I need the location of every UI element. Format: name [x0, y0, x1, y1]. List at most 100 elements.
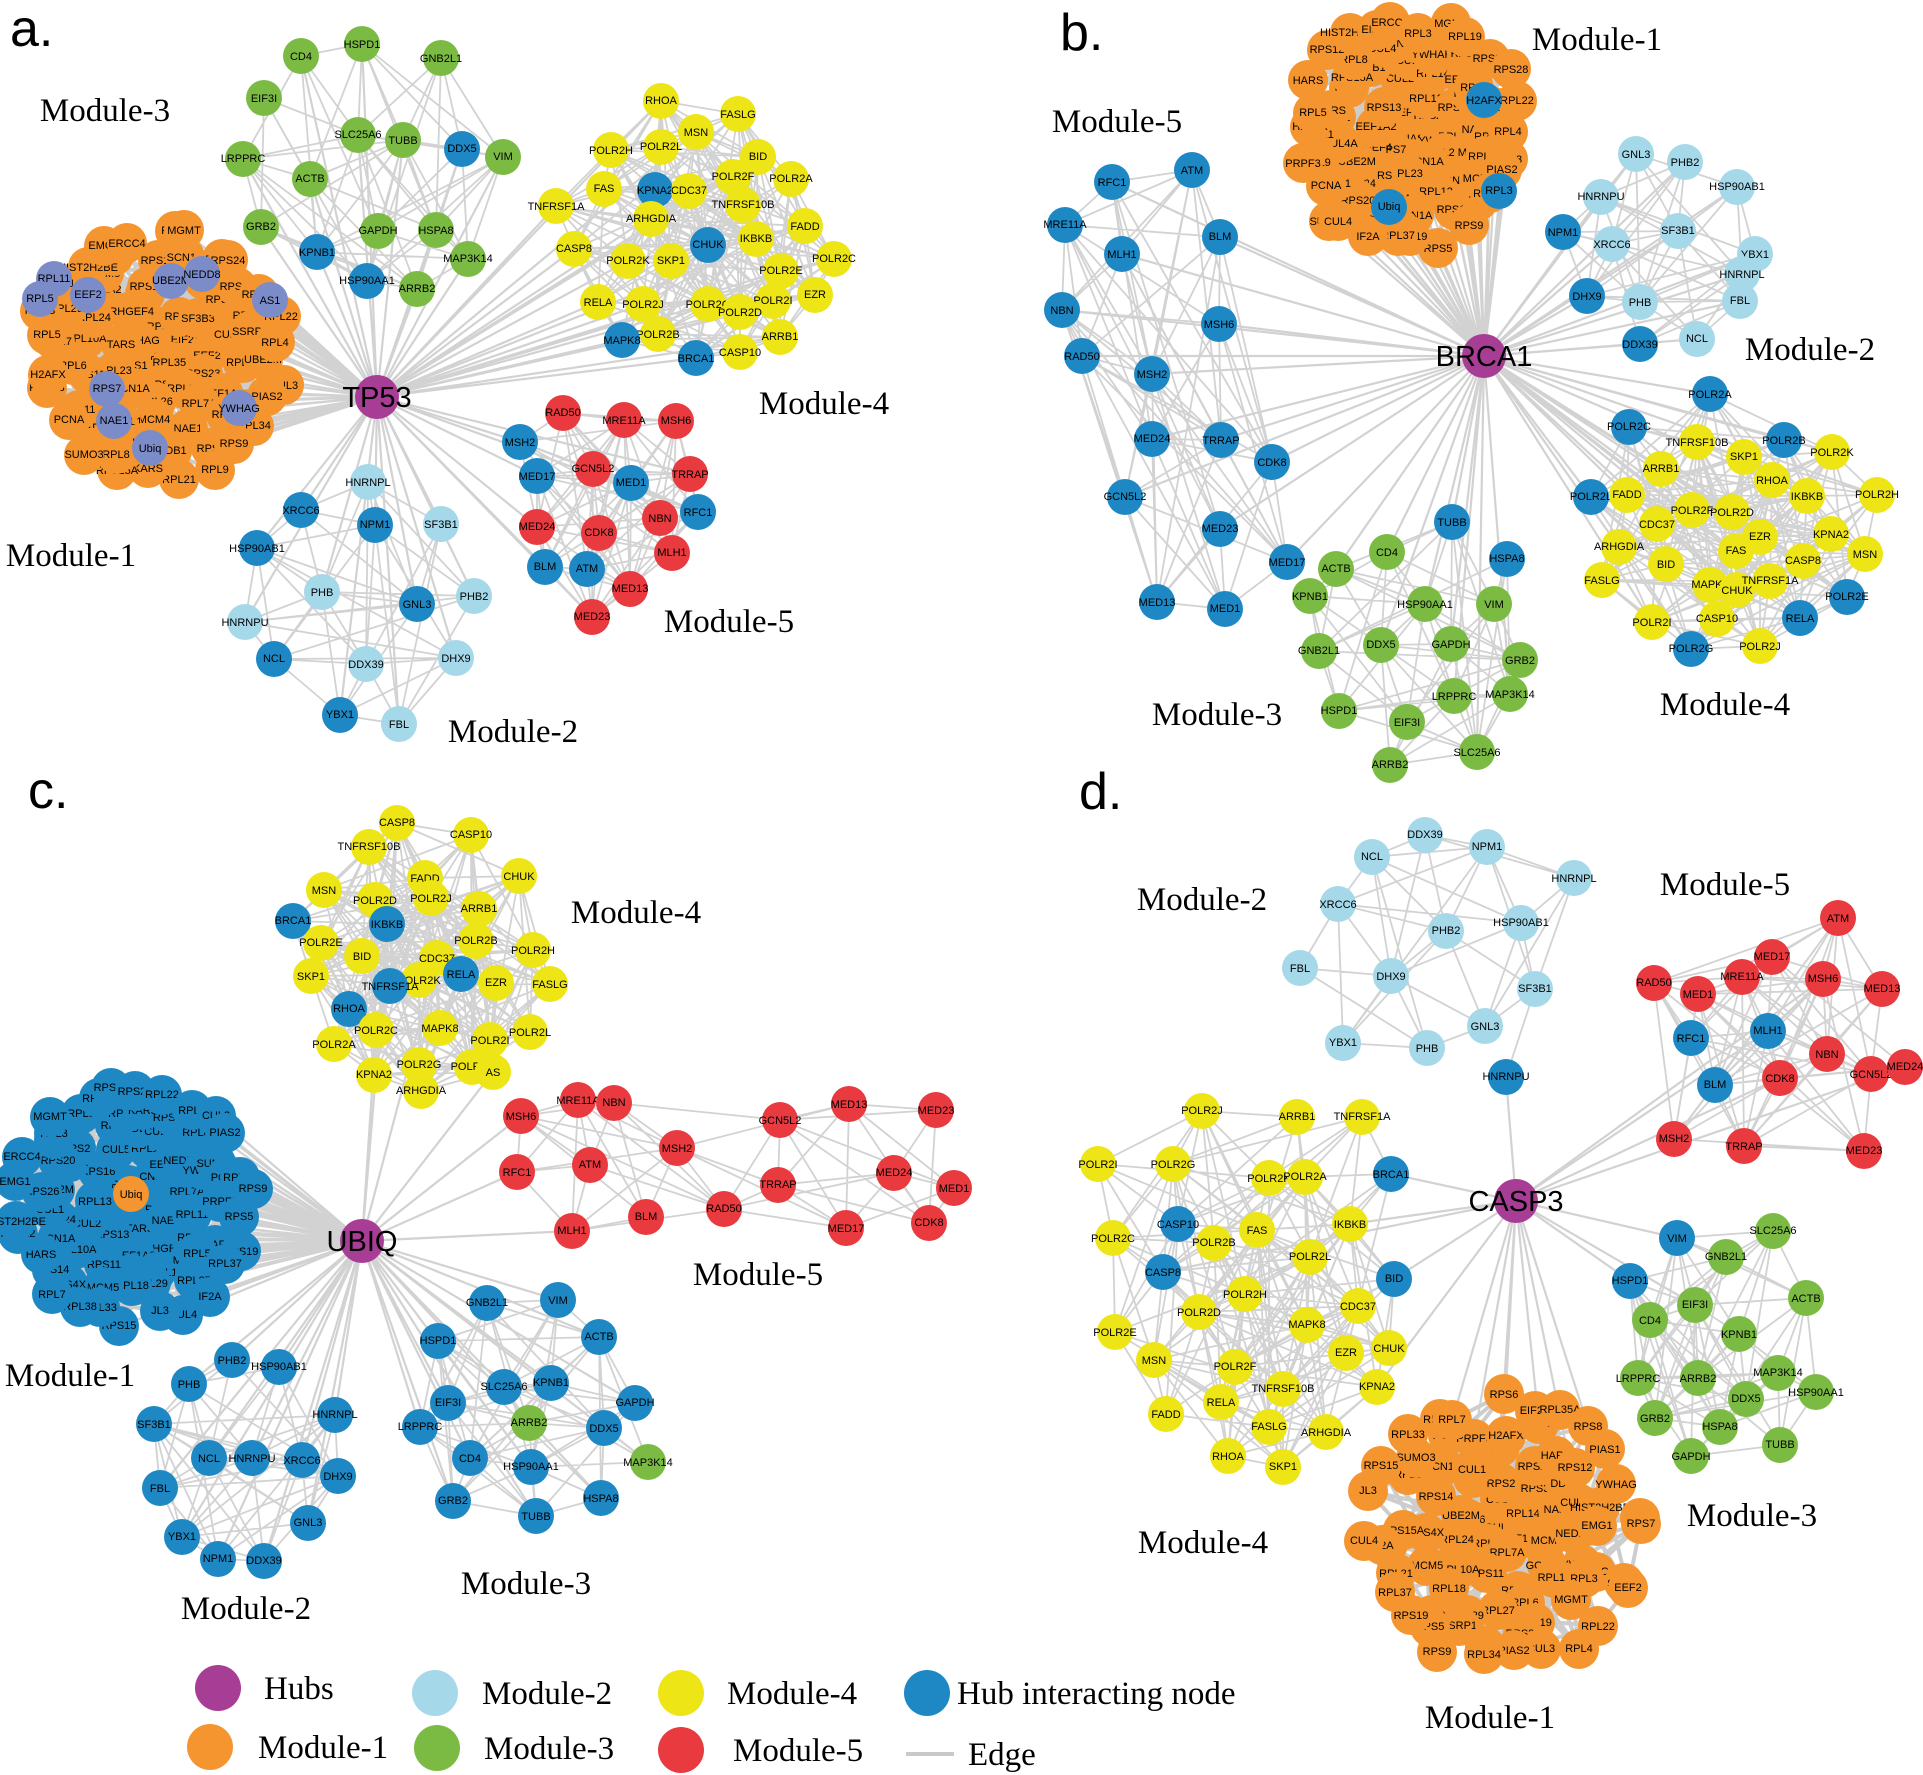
svg-text:ACTB: ACTB	[1791, 1293, 1820, 1305]
svg-text:SLC25A6: SLC25A6	[480, 1381, 527, 1393]
svg-text:POLR2H: POLR2H	[1855, 489, 1899, 501]
svg-text:FBL: FBL	[150, 1483, 170, 1495]
svg-text:FBL: FBL	[1290, 963, 1310, 975]
svg-text:RPS8: RPS8	[1574, 1421, 1603, 1433]
svg-text:POLR2I: POLR2I	[753, 295, 792, 307]
svg-text:HSPD1: HSPD1	[344, 39, 381, 51]
svg-text:Module-2: Module-2	[448, 714, 578, 750]
svg-text:KPNB1: KPNB1	[1721, 1329, 1757, 1341]
svg-text:H2AFX: H2AFX	[1488, 1430, 1524, 1442]
svg-text:RPL18: RPL18	[1432, 1583, 1466, 1595]
svg-text:GRB2: GRB2	[246, 221, 276, 233]
svg-text:IKBKB: IKBKB	[371, 919, 403, 931]
svg-text:a.: a.	[10, 0, 53, 58]
svg-text:LRPPRC: LRPPRC	[221, 153, 266, 165]
svg-text:SF3B3: SF3B3	[181, 313, 215, 325]
svg-text:CUL1: CUL1	[1458, 1464, 1486, 1476]
svg-text:LRPPRC: LRPPRC	[1616, 1373, 1661, 1385]
svg-text:MLH1: MLH1	[557, 1225, 586, 1237]
svg-text:Module-2: Module-2	[181, 1591, 311, 1627]
svg-text:PRPF3: PRPF3	[1456, 1433, 1491, 1445]
svg-text:Module-5: Module-5	[693, 1257, 823, 1293]
svg-text:CD4: CD4	[290, 51, 312, 63]
svg-text:YBX1: YBX1	[1329, 1037, 1357, 1049]
svg-text:NCL: NCL	[198, 1453, 220, 1465]
svg-text:JL3: JL3	[151, 1305, 169, 1317]
svg-text:XRCC6: XRCC6	[283, 1455, 320, 1467]
svg-text:VIM: VIM	[493, 151, 513, 163]
svg-text:ARHGDIA: ARHGDIA	[626, 213, 677, 225]
svg-text:Module-4: Module-4	[1660, 687, 1790, 723]
svg-text:FAS: FAS	[1247, 1225, 1268, 1237]
svg-text:IKBKB: IKBKB	[1791, 491, 1823, 503]
svg-text:RAD50: RAD50	[545, 407, 580, 419]
svg-text:HNRNPL: HNRNPL	[1719, 269, 1764, 281]
svg-text:BLM: BLM	[1209, 231, 1232, 243]
svg-text:CASP10: CASP10	[1157, 1219, 1199, 1231]
svg-text:POLR2L: POLR2L	[1289, 1251, 1331, 1263]
svg-text:GCN5L2: GCN5L2	[759, 1115, 802, 1127]
svg-text:SUMO3: SUMO3	[64, 449, 103, 461]
svg-text:RELA: RELA	[584, 297, 613, 309]
svg-text:SLC25A6: SLC25A6	[334, 129, 381, 141]
svg-text:CDK8: CDK8	[1765, 1073, 1794, 1085]
svg-text:RPL5: RPL5	[26, 293, 54, 305]
svg-text:Module-1: Module-1	[5, 1358, 135, 1394]
svg-text:EIF3I: EIF3I	[251, 93, 277, 105]
svg-text:RPS14: RPS14	[1419, 1491, 1454, 1503]
svg-text:Module-4: Module-4	[571, 895, 701, 931]
svg-text:LRPPRC: LRPPRC	[1432, 691, 1477, 703]
svg-text:GCN5L2: GCN5L2	[1850, 1069, 1893, 1081]
svg-text:MSN: MSN	[1142, 1355, 1167, 1367]
svg-text:POLR2L: POLR2L	[509, 1027, 551, 1039]
svg-text:ARHGDIA: ARHGDIA	[396, 1085, 447, 1097]
svg-text:MED17: MED17	[1754, 951, 1791, 963]
svg-text:TRRAP: TRRAP	[1725, 1141, 1762, 1153]
svg-text:ARRB1: ARRB1	[762, 331, 799, 343]
svg-text:RHOA: RHOA	[645, 95, 677, 107]
svg-text:RPS19: RPS19	[1394, 1610, 1429, 1622]
svg-text:POLR2B: POLR2B	[1192, 1237, 1235, 1249]
svg-text:NCL: NCL	[263, 653, 285, 665]
svg-text:FADD: FADD	[790, 221, 819, 233]
svg-text:POLR2A: POLR2A	[1688, 389, 1732, 401]
svg-text:POLR2D: POLR2D	[353, 895, 397, 907]
svg-text:MAPK8: MAPK8	[1288, 1319, 1325, 1331]
svg-text:POLR2G: POLR2G	[1151, 1159, 1196, 1171]
svg-text:Hubs: Hubs	[264, 1671, 334, 1707]
svg-text:HSP90AB1: HSP90AB1	[229, 543, 285, 555]
svg-text:ARRB1: ARRB1	[1279, 1111, 1316, 1123]
svg-text:IF2A: IF2A	[198, 1291, 222, 1303]
svg-text:NCL: NCL	[1686, 333, 1708, 345]
svg-text:TNFRSF10B: TNFRSF10B	[338, 841, 401, 853]
svg-text:HSPA8: HSPA8	[583, 1493, 618, 1505]
svg-text:ARRB2: ARRB2	[1680, 1373, 1717, 1385]
svg-text:HNRNPU: HNRNPU	[228, 1453, 275, 1465]
svg-text:RFC1: RFC1	[684, 507, 713, 519]
svg-text:SUMO3: SUMO3	[1396, 1452, 1435, 1464]
svg-text:RPL34: RPL34	[1467, 1649, 1501, 1661]
svg-text:KPNB1: KPNB1	[1292, 591, 1328, 603]
svg-text:Module-3: Module-3	[40, 93, 170, 129]
svg-text:RPL9: RPL9	[201, 464, 229, 476]
svg-text:HNRNPU: HNRNPU	[1482, 1071, 1529, 1083]
svg-text:Module-4: Module-4	[1138, 1525, 1268, 1561]
svg-text:GNL3: GNL3	[1622, 149, 1651, 161]
svg-text:AS1: AS1	[260, 295, 281, 307]
svg-text:PHB2: PHB2	[1432, 925, 1461, 937]
svg-text:Module-4: Module-4	[759, 386, 889, 422]
svg-text:POLR2B: POLR2B	[636, 329, 679, 341]
svg-text:RPL37: RPL37	[1378, 1587, 1412, 1599]
svg-text:POLR2H: POLR2H	[589, 145, 633, 157]
svg-text:EIF3I: EIF3I	[1682, 1299, 1708, 1311]
svg-text:MED1: MED1	[1210, 603, 1241, 615]
svg-text:Module-2: Module-2	[482, 1676, 612, 1712]
svg-text:Module-1: Module-1	[6, 538, 136, 574]
svg-text:RFC1: RFC1	[1677, 1033, 1706, 1045]
svg-text:POLR2J: POLR2J	[1739, 641, 1781, 653]
svg-text:MAPK8: MAPK8	[603, 335, 640, 347]
svg-text:RPS5: RPS5	[1424, 243, 1453, 255]
svg-text:BRCA1: BRCA1	[1436, 341, 1533, 373]
svg-text:Module-3: Module-3	[461, 1566, 591, 1602]
svg-text:ARRB1: ARRB1	[461, 903, 498, 915]
